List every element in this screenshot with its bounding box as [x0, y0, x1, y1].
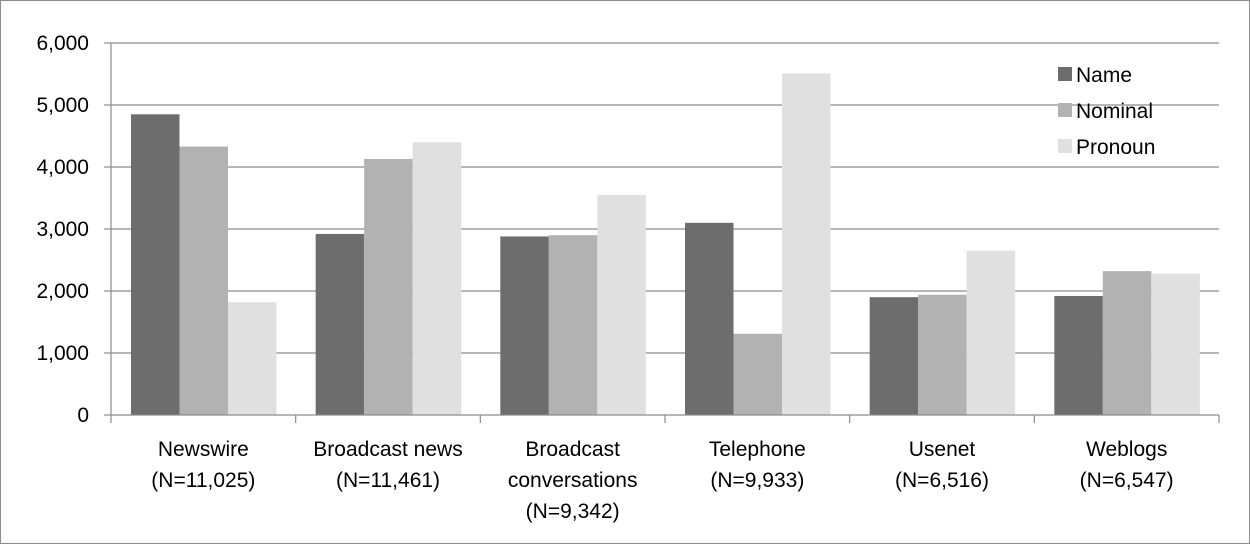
legend-label-pronoun: Pronoun: [1076, 136, 1155, 159]
bar-name: [1054, 295, 1103, 415]
bar-pronoun: [228, 302, 277, 415]
x-category-label: (N=11,461): [336, 469, 440, 492]
bar-pronoun: [597, 194, 646, 415]
bar-name: [131, 114, 180, 416]
bar-name: [500, 236, 549, 415]
bar-name: [685, 222, 734, 415]
axes: [104, 42, 1220, 423]
legend-label-nominal: Nominal: [1076, 100, 1153, 123]
legend: Name Nominal Pronoun: [1058, 64, 1155, 159]
y-tick-label: 2,000: [36, 280, 89, 303]
bar-pronoun: [966, 250, 1016, 415]
y-tick-label: 1,000: [36, 342, 89, 365]
y-tick-label: 0: [77, 404, 89, 427]
x-category-label: (N=6,516): [895, 469, 989, 492]
legend-swatch-name: [1058, 67, 1072, 81]
x-category-label: Telephone: [709, 438, 806, 461]
x-category-label: (N=9,342): [526, 500, 620, 523]
bar-nominal: [179, 146, 228, 416]
x-category-label: Broadcast news: [313, 438, 462, 461]
bar-name: [315, 233, 365, 415]
bar-pronoun: [782, 73, 831, 415]
x-category-label: Weblogs: [1086, 438, 1167, 461]
x-category-label: (N=9,933): [710, 469, 804, 492]
bar-nominal: [918, 294, 967, 415]
bar-pronoun: [412, 142, 462, 415]
y-tick-label: 6,000: [36, 32, 89, 55]
x-category-labels: Newswire (N=11,025) Broadcast news (N=11,46…: [151, 438, 1173, 523]
gridlines: [111, 42, 1219, 354]
bar-pronoun: [1151, 273, 1200, 415]
x-category-label: Newswire: [158, 438, 249, 461]
bar-nominal: [548, 235, 598, 415]
legend-swatch-nominal: [1058, 103, 1072, 117]
legend-swatch-pronoun: [1058, 139, 1072, 153]
bar-name: [869, 297, 919, 415]
x-category-label: Broadcast: [525, 438, 620, 461]
x-category-label: Usenet: [909, 438, 976, 461]
x-category-label: (N=6,547): [1080, 469, 1174, 492]
legend-label-name: Name: [1076, 64, 1132, 87]
y-tick-label: 4,000: [36, 156, 89, 179]
bar-nominal: [733, 333, 782, 415]
y-tick-label: 5,000: [36, 94, 89, 117]
bar-nominal: [1102, 271, 1152, 415]
bar-nominal: [364, 158, 413, 415]
x-category-label: (N=11,025): [151, 469, 255, 492]
x-category-label: conversations: [508, 469, 638, 492]
bars: [131, 73, 1200, 416]
y-tick-labels: 0 1,000 2,000 3,000 4,000 5,000 6,000: [36, 32, 89, 427]
y-tick-label: 3,000: [36, 218, 89, 241]
